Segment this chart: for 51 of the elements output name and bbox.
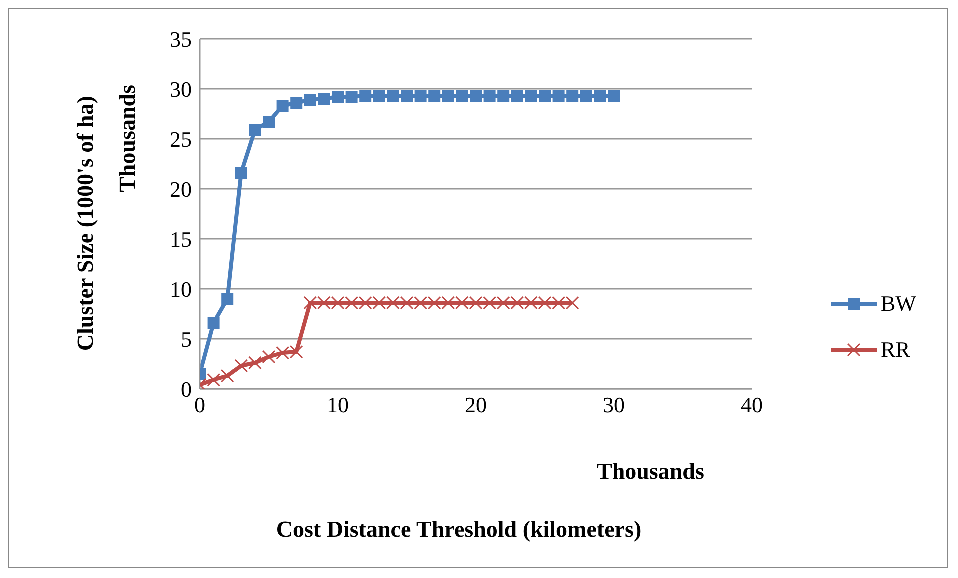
point bbox=[387, 90, 400, 102]
point bbox=[208, 317, 220, 329]
point bbox=[498, 90, 510, 102]
y-tick-label: 15 bbox=[170, 226, 192, 252]
y-tick-label: 25 bbox=[170, 126, 192, 152]
text: Thousands bbox=[115, 85, 141, 193]
y-tick-label: 35 bbox=[170, 26, 192, 52]
x-tick-label: 30 bbox=[603, 392, 625, 418]
point bbox=[249, 124, 262, 136]
point bbox=[428, 90, 441, 102]
point bbox=[373, 90, 386, 102]
y-tick-label: 10 bbox=[170, 276, 192, 302]
point bbox=[222, 293, 234, 305]
legend-label: RR bbox=[881, 337, 910, 363]
point bbox=[414, 90, 427, 102]
point bbox=[566, 90, 579, 102]
point bbox=[207, 373, 221, 387]
point bbox=[442, 90, 454, 102]
point bbox=[318, 93, 330, 105]
point bbox=[235, 167, 248, 179]
point bbox=[456, 90, 468, 102]
point bbox=[262, 350, 276, 364]
point bbox=[360, 90, 372, 102]
y-tick-label: 5 bbox=[181, 326, 192, 352]
point bbox=[484, 90, 496, 102]
point bbox=[346, 91, 358, 103]
text: Thousands bbox=[597, 459, 704, 485]
point bbox=[290, 97, 303, 109]
x-tick-label: 10 bbox=[327, 392, 349, 418]
point bbox=[594, 90, 606, 102]
point bbox=[276, 100, 289, 112]
y-axis-title: Cluster Size (1000's of ha) bbox=[73, 96, 99, 352]
point bbox=[332, 91, 344, 103]
point bbox=[304, 94, 316, 106]
x-tick-label: 20 bbox=[465, 392, 487, 418]
point bbox=[220, 369, 234, 383]
legend-label: BW bbox=[881, 291, 916, 317]
point bbox=[608, 90, 620, 102]
x-axis-title: Cost Distance Threshold (kilometers) bbox=[275, 517, 643, 543]
y-tick-label: 30 bbox=[170, 76, 192, 102]
point bbox=[511, 90, 524, 102]
point bbox=[539, 90, 551, 102]
point bbox=[401, 90, 413, 102]
y-tick-label: 0 bbox=[181, 376, 192, 402]
point bbox=[263, 116, 275, 128]
point bbox=[552, 90, 565, 102]
point bbox=[525, 90, 538, 102]
x-tick-label: 40 bbox=[741, 392, 763, 418]
point bbox=[580, 90, 592, 102]
point bbox=[470, 90, 482, 102]
y-tick-label: 20 bbox=[170, 176, 192, 202]
